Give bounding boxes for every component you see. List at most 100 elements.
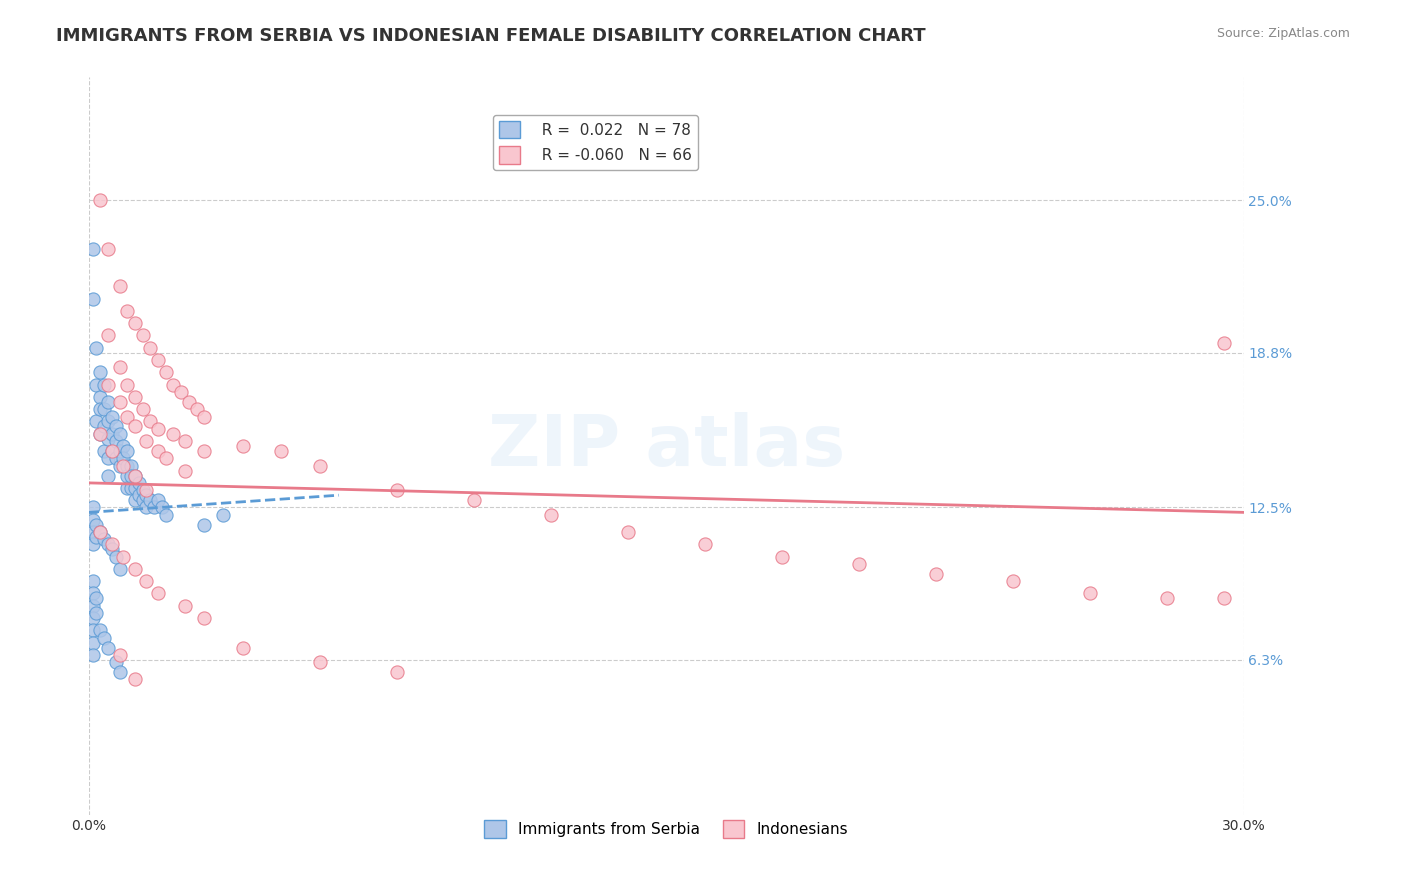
- Point: [93, 419, 115, 434]
- Point: [101, 542, 124, 557]
- Point: [232, 640, 254, 655]
- Text: Source: ZipAtlas.com: Source: ZipAtlas.com: [1216, 27, 1350, 40]
- Point: [108, 279, 131, 293]
- Point: [115, 444, 138, 458]
- Point: [146, 493, 169, 508]
- Point: [108, 648, 131, 662]
- Point: [146, 353, 169, 368]
- Point: [108, 458, 131, 473]
- Point: [135, 574, 157, 589]
- Point: [693, 537, 716, 551]
- Point: [104, 549, 127, 564]
- Point: [101, 444, 124, 458]
- Point: [115, 409, 138, 424]
- Point: [193, 409, 215, 424]
- Point: [82, 513, 104, 527]
- Point: [174, 434, 197, 449]
- Point: [108, 562, 131, 576]
- Point: [150, 500, 173, 515]
- Point: [112, 549, 135, 564]
- Point: [82, 648, 104, 662]
- Point: [155, 508, 177, 522]
- Point: [146, 422, 169, 436]
- Point: [128, 488, 150, 502]
- Point: [86, 530, 108, 544]
- Point: [112, 439, 135, 453]
- Point: [120, 468, 142, 483]
- Point: [135, 488, 157, 502]
- Point: [86, 414, 108, 428]
- Point: [89, 624, 111, 638]
- Point: [135, 500, 157, 515]
- Point: [82, 599, 104, 613]
- Point: [848, 557, 870, 571]
- Point: [463, 493, 485, 508]
- Point: [104, 434, 127, 449]
- Point: [93, 444, 115, 458]
- Point: [101, 409, 124, 424]
- Point: [115, 481, 138, 495]
- Point: [186, 402, 208, 417]
- Point: [131, 493, 153, 508]
- Point: [82, 611, 104, 625]
- Point: [86, 606, 108, 620]
- Point: [177, 394, 200, 409]
- Point: [212, 508, 235, 522]
- Point: [86, 517, 108, 532]
- Point: [82, 586, 104, 600]
- Point: [770, 549, 793, 564]
- Point: [1156, 591, 1178, 606]
- Point: [308, 458, 330, 473]
- Point: [124, 316, 146, 330]
- Point: [108, 426, 131, 441]
- Point: [108, 360, 131, 375]
- Point: [174, 464, 197, 478]
- Point: [89, 194, 111, 208]
- Point: [124, 468, 146, 483]
- Point: [112, 451, 135, 466]
- Point: [115, 377, 138, 392]
- Point: [82, 500, 104, 515]
- Point: [193, 517, 215, 532]
- Point: [193, 444, 215, 458]
- Point: [93, 377, 115, 392]
- Point: [124, 481, 146, 495]
- Point: [1213, 335, 1236, 350]
- Point: [174, 599, 197, 613]
- Point: [385, 483, 408, 498]
- Point: [104, 655, 127, 669]
- Point: [97, 432, 120, 446]
- Point: [89, 365, 111, 379]
- Point: [308, 655, 330, 669]
- Point: [97, 243, 120, 257]
- Point: [97, 394, 120, 409]
- Point: [924, 566, 946, 581]
- Point: [270, 444, 292, 458]
- Point: [146, 444, 169, 458]
- Point: [124, 468, 146, 483]
- Point: [131, 483, 153, 498]
- Point: [93, 631, 115, 645]
- Point: [89, 524, 111, 539]
- Point: [540, 508, 562, 522]
- Point: [104, 451, 127, 466]
- Point: [135, 483, 157, 498]
- Point: [135, 434, 157, 449]
- Point: [146, 586, 169, 600]
- Point: [108, 394, 131, 409]
- Point: [155, 451, 177, 466]
- Point: [89, 524, 111, 539]
- Point: [82, 243, 104, 257]
- Point: [385, 665, 408, 679]
- Point: [1001, 574, 1024, 589]
- Point: [616, 524, 638, 539]
- Point: [120, 458, 142, 473]
- Point: [89, 426, 111, 441]
- Point: [139, 341, 162, 355]
- Point: [82, 574, 104, 589]
- Point: [124, 419, 146, 434]
- Point: [124, 493, 146, 508]
- Point: [170, 384, 193, 399]
- Point: [139, 493, 162, 508]
- Point: [162, 377, 184, 392]
